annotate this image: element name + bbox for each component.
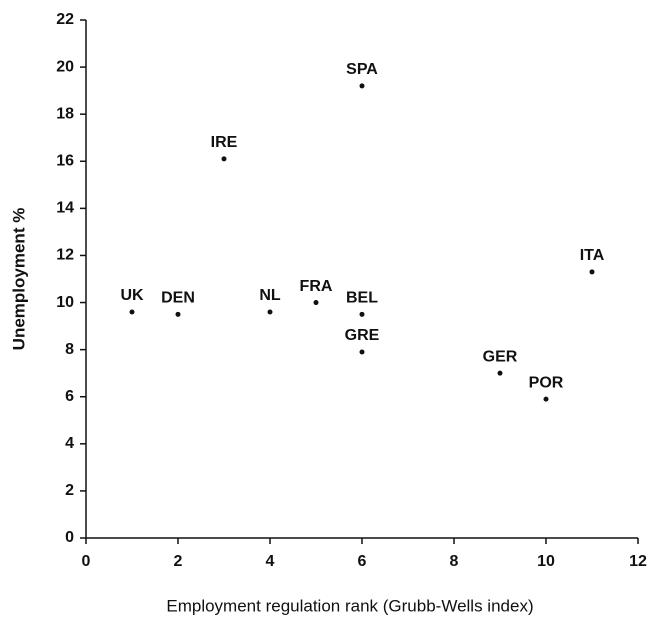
point-label: IRE [211, 134, 238, 151]
point [497, 370, 503, 376]
point [359, 311, 365, 317]
point-label: NL [259, 287, 281, 304]
point-label: GER [483, 348, 518, 365]
point-label: ITA [580, 247, 605, 264]
point-label: DEN [161, 290, 195, 307]
point-label: SPA [346, 61, 378, 78]
x-tick-label: 10 [537, 553, 555, 570]
y-tick-label: 6 [65, 388, 74, 405]
y-tick-label: 20 [56, 58, 74, 75]
y-tick-label: 12 [56, 247, 74, 264]
x-tick-label: 2 [174, 553, 183, 570]
point-label: FRA [300, 278, 333, 295]
point-label: UK [120, 287, 144, 304]
point [267, 309, 273, 315]
point [313, 300, 319, 306]
x-tick-label: 0 [82, 553, 91, 570]
point [359, 83, 365, 89]
y-tick-label: 14 [56, 200, 74, 217]
y-tick-label: 18 [56, 105, 74, 122]
y-tick-label: 8 [65, 341, 74, 358]
x-axis-label: Employment regulation rank (Grubb-Wells … [166, 596, 533, 615]
point [359, 349, 365, 355]
point [543, 396, 549, 402]
x-tick-label: 12 [629, 553, 647, 570]
point [589, 269, 595, 275]
point-label: POR [529, 374, 564, 391]
point-label: GRE [345, 327, 380, 344]
y-tick-label: 4 [65, 435, 74, 452]
y-axis-label: Unemployment % [9, 208, 28, 351]
point [175, 311, 181, 317]
x-tick-label: 6 [358, 553, 367, 570]
y-tick-label: 22 [56, 11, 74, 28]
y-tick-label: 2 [65, 482, 74, 499]
point [129, 309, 135, 315]
y-tick-label: 0 [65, 529, 74, 546]
point [221, 156, 227, 162]
x-tick-label: 8 [450, 553, 459, 570]
x-tick-label: 4 [266, 553, 275, 570]
y-tick-label: 16 [56, 152, 74, 169]
y-tick-label: 10 [56, 294, 74, 311]
point-label: BEL [346, 290, 378, 307]
